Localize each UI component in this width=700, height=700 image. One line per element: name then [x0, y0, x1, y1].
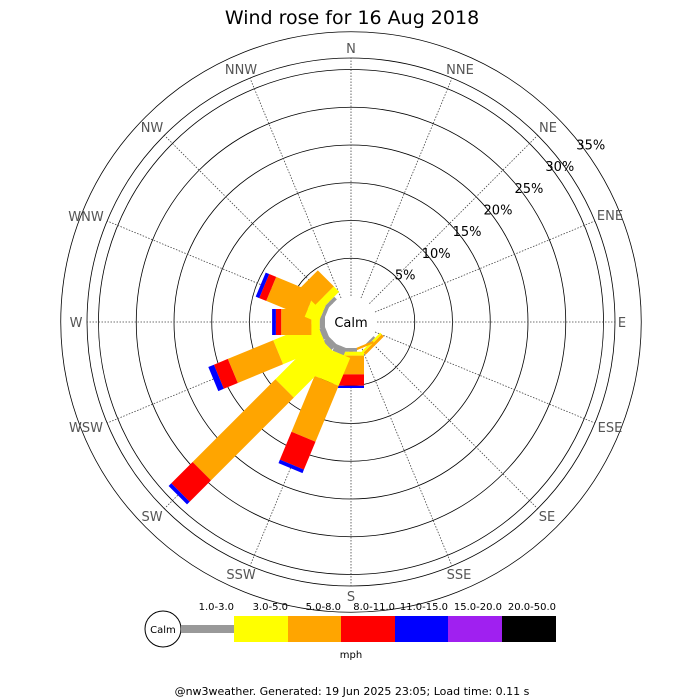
petal-s-bin-1 [345, 348, 357, 352]
petal-nw-bin-2 [315, 286, 340, 311]
spoke-ne [369, 135, 538, 304]
direction-label-wsw: WSW [69, 421, 103, 436]
legend-unit-label: mph [340, 650, 362, 661]
petal-wsw-bin-4 [213, 358, 238, 389]
petal-w-bin-1 [319, 316, 325, 328]
direction-label-ene: ENE [597, 209, 623, 224]
petal-sw-bin-4 [171, 462, 211, 502]
petal-wnw-bin-5 [255, 272, 270, 299]
legend-label-7: 20.0-50.0 [508, 602, 556, 613]
petal-nw-bin-1 [325, 296, 337, 308]
legend-swatch-5 [395, 616, 448, 642]
petal-ssw-bin-4 [279, 431, 316, 470]
spoke-ene [374, 220, 596, 313]
ring-label-15: 15% [453, 225, 482, 240]
petal-ssw-bin-3 [291, 375, 339, 442]
ring-label-30: 30% [545, 160, 574, 175]
direction-label-nw: NW [141, 121, 164, 136]
petal-w-bin-4 [275, 309, 282, 335]
petal-wnw-bin-4 [259, 274, 277, 301]
ring-25 [135, 106, 567, 538]
legend-swatch-3 [288, 616, 341, 642]
spoke-nne [360, 77, 453, 299]
ring-labels: 5% 10%15%20%25%30%35% [395, 139, 605, 284]
petal-wnw-bin-3 [266, 276, 315, 317]
direction-label-wnw: WNW [68, 210, 104, 225]
direction-labels: N NNE NE ENE E ESE SE SSE S SSW SW WSW W WNW NW NNW [68, 42, 626, 605]
direction-label-nnw: NNW [225, 63, 257, 78]
direction-label-sw: SW [141, 510, 162, 525]
calm-label: Calm [334, 316, 367, 331]
petal-sw-bin-2 [275, 336, 337, 398]
legend-swatch-1 [181, 625, 234, 633]
ring-35 [60, 31, 642, 613]
petal-nw-bin-3 [299, 270, 334, 305]
spoke-nnw [249, 77, 342, 299]
direction-label-w: W [70, 316, 83, 331]
direction-label-se: SE [539, 510, 555, 525]
spoke-nw [164, 135, 333, 304]
legend-swatch-7 [502, 616, 556, 642]
direction-label-s: S [347, 590, 355, 605]
petal-wsw-bin-1 [319, 326, 330, 340]
legend-swatch-6 [448, 616, 502, 642]
petal-se-bin-3 [363, 334, 384, 355]
direction-label-ssw: SSW [226, 568, 256, 583]
legend-label-1: 1.0-3.0 [199, 602, 234, 613]
legend-label-5: 11.0-15.0 [400, 602, 448, 613]
ring-label-10: 10% [422, 247, 451, 262]
petal-wsw-bin-3 [227, 340, 284, 383]
petal-wnw-bin-1 [321, 305, 330, 318]
direction-label-ese: ESE [598, 421, 623, 436]
legend-label-4: 8.0-11.0 [353, 602, 395, 613]
speed-legend: Calm mph 1.0-3.0 3.0-5.0 5.0-8.0 8.0-11.0 11… [144, 602, 556, 661]
direction-label-nne: NNE [446, 63, 474, 78]
direction-label-sse: SSE [447, 568, 472, 583]
legend-swatch-2 [234, 616, 288, 642]
spoke-sse [360, 345, 453, 567]
legend-label-6: 15.0-20.0 [454, 602, 502, 613]
ring-label-20: 20% [484, 203, 513, 218]
petal-sw-bin-5 [168, 483, 190, 505]
petal-s-bin-4 [338, 374, 364, 386]
petal-w-bin-5 [272, 309, 276, 335]
petal-sw-bin-3 [192, 379, 294, 481]
ring-label-35: 35% [576, 139, 605, 154]
direction-label-n: N [346, 42, 356, 57]
direction-label-ne: NE [539, 121, 557, 136]
petal-sw-bin-1 [323, 336, 337, 350]
spoke-se [369, 340, 538, 509]
legend-label-2: 3.0-5.0 [253, 602, 288, 613]
chart-title: Wind rose for 16 Aug 2018 [225, 7, 479, 29]
ring-15 [211, 182, 491, 462]
ring-label-5: 5% [395, 268, 416, 283]
footer-text: @nw3weather. Generated: 19 Jun 2025 23:0… [175, 685, 530, 698]
petal-ssw-bin-5 [278, 459, 304, 474]
ring-label-25: 25% [514, 182, 543, 197]
calm-center: Calm [334, 306, 368, 338]
petal-s-bin-5 [338, 385, 364, 388]
spoke-ese [374, 331, 596, 424]
legend-label-3: 5.0-8.0 [306, 602, 341, 613]
rose-petals [168, 270, 384, 505]
legend-swatch-4 [341, 616, 395, 642]
petal-ssw-bin-1 [332, 343, 347, 356]
legend-calm-label: Calm [150, 625, 176, 636]
direction-label-e: E [618, 316, 626, 331]
petal-wsw-bin-5 [208, 364, 224, 392]
